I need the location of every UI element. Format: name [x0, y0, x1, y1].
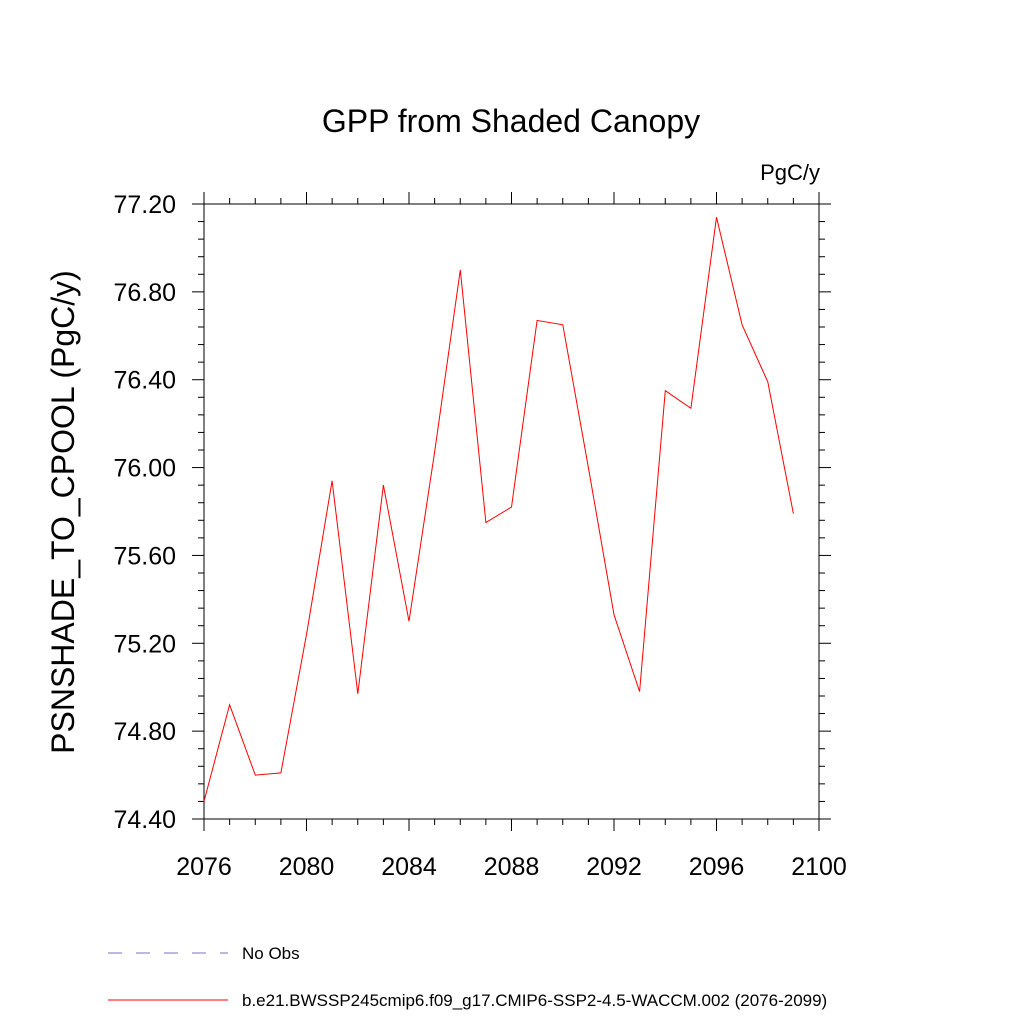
x-tick-label: 2084 [381, 853, 437, 881]
x-tick-label: 2080 [279, 853, 335, 881]
plot-area: 2076 2080 2084 2088 2092 2096 2100 74.40 74.80 75… [113, 191, 846, 881]
x-tick-label: 2092 [586, 853, 642, 881]
x-tick-label: 2088 [484, 853, 540, 881]
y-tick-label: 74.40 [113, 806, 176, 834]
y-tick-label: 75.60 [113, 542, 176, 570]
y-tick-label: 77.20 [113, 191, 176, 219]
y-tick-label: 75.20 [113, 630, 176, 658]
y-tick-label: 76.80 [113, 279, 176, 307]
axis-frame [203, 203, 820, 820]
y-tick-label: 74.80 [113, 718, 176, 746]
legend: No Obs b.e21.BWSSP245cmip6.f09_g17.CMIP6… [108, 944, 827, 1010]
y-axis-label: PSNSHADE_TO_CPOOL (PgC/y) [45, 270, 81, 754]
legend-label-model: b.e21.BWSSP245cmip6.f09_g17.CMIP6-SSP2-4… [242, 991, 827, 1010]
y-tick-label: 76.40 [113, 367, 176, 395]
y-tick-label: 76.00 [113, 455, 176, 483]
chart-title: GPP from Shaded Canopy [322, 103, 700, 139]
x-tick-label: 2096 [689, 853, 745, 881]
x-tick-label: 2076 [176, 853, 232, 881]
x-tick-label: 2100 [791, 853, 847, 881]
series-line-0 [203, 217, 794, 802]
units-label: PgC/y [760, 160, 820, 185]
legend-label-no-obs: No Obs [242, 944, 300, 963]
